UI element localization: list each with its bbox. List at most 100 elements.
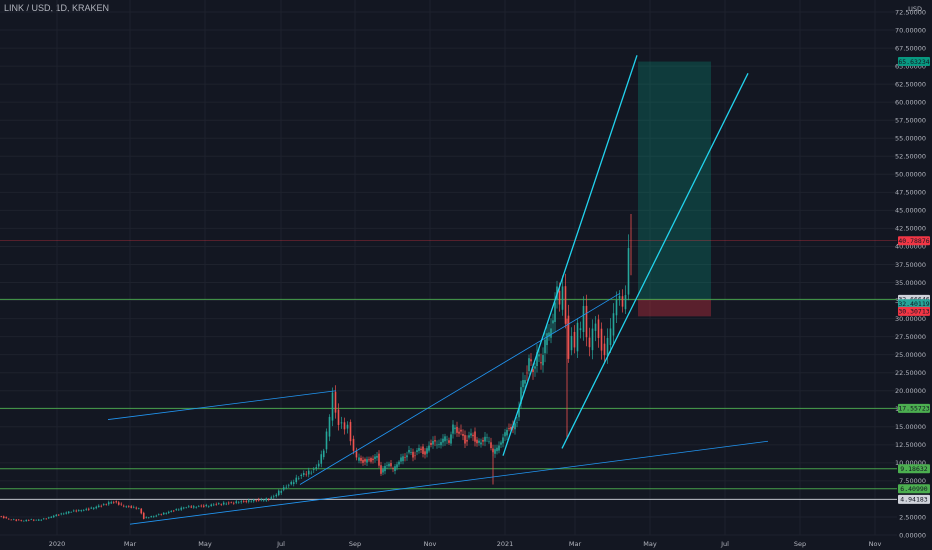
x-tick-label: Nov [869, 540, 882, 548]
y-tick-label: 45.00000 [895, 207, 926, 215]
candle-body [82, 510, 85, 511]
candle-body [386, 465, 388, 466]
x-tick-label: Nov [424, 540, 437, 548]
candle-body [606, 337, 609, 356]
candle-body [398, 461, 400, 465]
candle-body [55, 514, 58, 516]
candle-body [50, 516, 53, 518]
candle-body [267, 499, 270, 501]
candle-body [464, 435, 466, 444]
candle-body [418, 448, 420, 451]
y-tick-label: 2.50000 [899, 513, 926, 521]
candle-body [27, 520, 30, 521]
candle-body [476, 439, 478, 444]
candle-body [564, 286, 567, 324]
candle-body [75, 510, 78, 512]
x-tick-label: 2020 [49, 540, 66, 548]
candle-body [488, 441, 490, 443]
candle-body [430, 442, 432, 445]
candle-body [210, 504, 213, 507]
y-tick-label: 47.50000 [895, 189, 926, 197]
candle-body [484, 436, 486, 442]
candle-body [597, 319, 600, 338]
candle-body [414, 455, 416, 457]
candle-body [428, 445, 430, 451]
candle-body [337, 409, 340, 425]
candle-body [450, 434, 452, 444]
price-badge-label: 9.18632 [900, 465, 927, 473]
candle-body [456, 426, 458, 433]
candle-body [322, 450, 325, 458]
candle-body [45, 518, 48, 520]
candle-body [92, 507, 95, 509]
candle-body [486, 437, 488, 439]
candle-body [252, 499, 255, 502]
candle-body [591, 328, 594, 351]
candle-body [514, 423, 516, 430]
candle-body [362, 459, 364, 463]
candle-body [548, 332, 550, 337]
candle-body [558, 290, 561, 305]
candle-body [0, 516, 3, 517]
trendline[interactable] [502, 55, 638, 456]
candle-body [328, 416, 331, 437]
candle-body [265, 498, 268, 501]
x-tick-label: Sep [794, 540, 806, 548]
price-badge [898, 306, 930, 316]
candle-body [117, 502, 120, 505]
candle-body [105, 504, 108, 505]
trendline[interactable] [129, 440, 769, 525]
candle-body [295, 477, 298, 483]
candle-body [542, 355, 544, 366]
candle-body [112, 502, 115, 503]
candle-body [307, 470, 310, 475]
price-badge-label: 30.30713 [898, 308, 929, 316]
trendline[interactable] [299, 292, 621, 485]
candle-body [516, 422, 518, 424]
candle-body [506, 429, 508, 436]
y-tick-label: 0.00000 [899, 531, 926, 539]
trendline[interactable] [107, 390, 337, 420]
candle-body [410, 452, 412, 453]
candle-body [374, 456, 376, 459]
candle-body [212, 504, 215, 506]
candle-body [561, 286, 564, 310]
trendlines[interactable] [107, 55, 769, 525]
candle-body [187, 506, 190, 507]
y-tick-label: 40.00000 [895, 243, 926, 251]
y-tick-label: 67.50000 [895, 44, 926, 52]
candle-body [349, 421, 352, 442]
candle-body [470, 433, 472, 436]
candle-body [368, 459, 370, 461]
y-tick-label: 35.00000 [895, 279, 926, 287]
candle-body [132, 506, 135, 508]
candle-body [567, 315, 570, 359]
trendline[interactable] [561, 73, 749, 449]
candle-body [247, 500, 250, 502]
y-tick-label: 62.50000 [895, 80, 926, 88]
candle-body [412, 451, 414, 458]
x-tick-label: May [643, 540, 657, 548]
x-tick-label: Jul [276, 540, 285, 548]
candle-body [546, 333, 548, 346]
candle-body [408, 449, 410, 453]
candle-body [127, 506, 130, 507]
candle-body [147, 517, 150, 519]
price-badge [898, 57, 930, 67]
candle-body [245, 501, 248, 502]
candle-body [227, 502, 230, 504]
y-tick-label: 15.00000 [895, 423, 926, 431]
grid-lines [0, 0, 897, 536]
candle-body [346, 424, 349, 429]
candle-body [454, 427, 456, 430]
candle-body [182, 507, 185, 509]
candle-body [528, 358, 530, 372]
candle-body [474, 431, 476, 442]
candle-body [77, 510, 80, 512]
candle-body [165, 513, 168, 514]
candle-body [262, 500, 265, 502]
y-tick-label: 7.50000 [899, 477, 926, 485]
candle-body [579, 328, 582, 331]
y-tick-label: 50.00000 [895, 171, 926, 179]
